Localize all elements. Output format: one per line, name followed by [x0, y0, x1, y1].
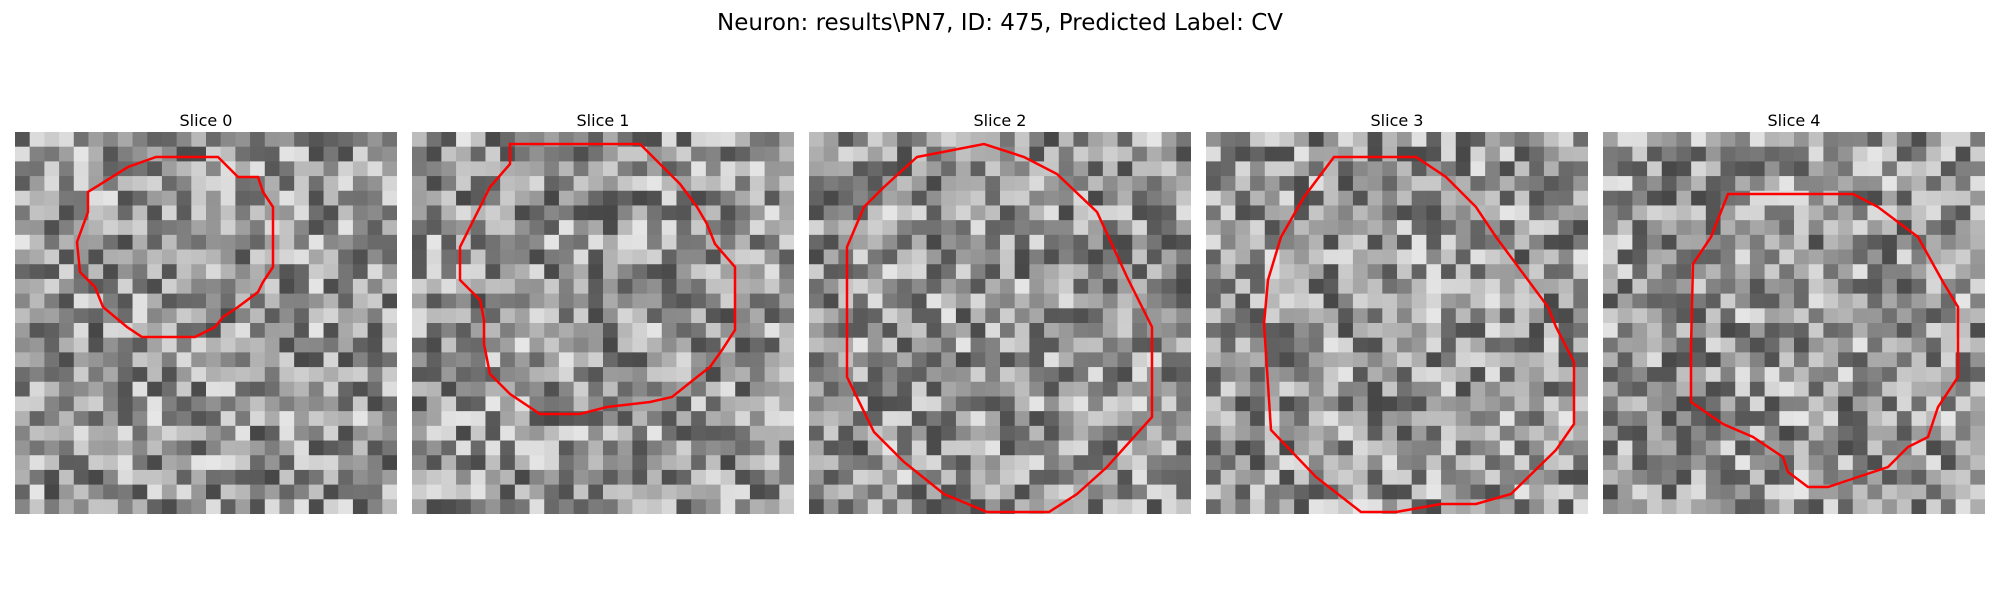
neuron-contour [1262, 155, 1576, 514]
slice-title: Slice 2 [973, 111, 1027, 130]
grayscale-texture [15, 132, 397, 514]
slice-panel-3: Slice 3 [1206, 110, 1588, 514]
grayscale-texture [1206, 132, 1588, 514]
slice-title: Slice 0 [179, 111, 233, 130]
slice-panel-4: Slice 4 [1603, 110, 1985, 514]
slice-title: Slice 4 [1767, 111, 1821, 130]
neuron-contour [1689, 192, 1960, 489]
grayscale-texture [809, 132, 1191, 514]
slice-panel-1: Slice 1 [412, 110, 794, 514]
neuron-contour [845, 142, 1154, 514]
slice-panel-0: Slice 0 [15, 110, 397, 514]
slice-image-0 [15, 132, 397, 514]
slice-image-1 [412, 132, 794, 514]
neuron-contour [458, 142, 737, 416]
slice-image-4 [1603, 132, 1985, 514]
slice-image-3 [1206, 132, 1588, 514]
slice-image-2 [809, 132, 1191, 514]
grayscale-texture [412, 132, 794, 514]
figure-title: Neuron: results\PN7, ID: 475, Predicted … [717, 10, 1283, 36]
slice-panel-2: Slice 2 [809, 110, 1191, 514]
neuron-contour [75, 155, 275, 339]
slice-title: Slice 1 [576, 111, 630, 130]
grayscale-texture [1603, 132, 1985, 514]
slice-title: Slice 3 [1370, 111, 1424, 130]
